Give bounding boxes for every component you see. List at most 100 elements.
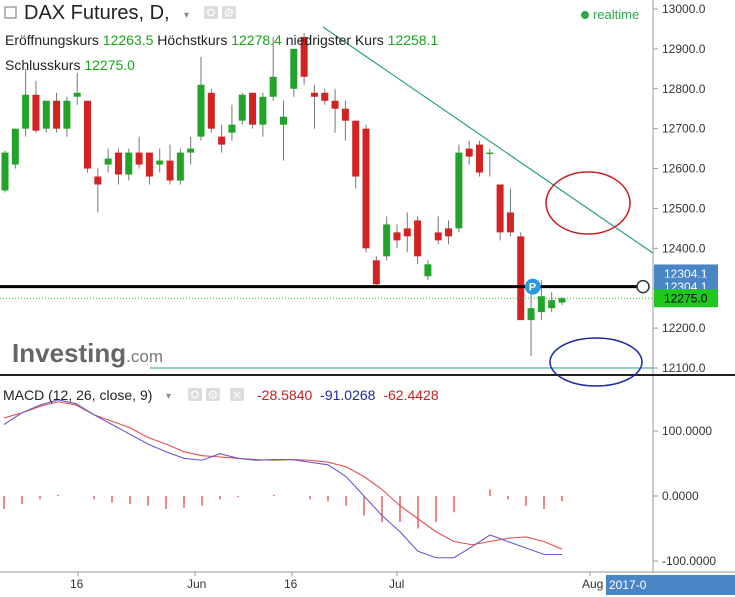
candle-up[interactable] <box>537 296 545 313</box>
price-badge-label: 12304.1 <box>664 267 708 281</box>
candle-down[interactable] <box>114 152 122 175</box>
candle-down[interactable] <box>403 228 411 237</box>
candle-up[interactable] <box>548 300 556 309</box>
pivot-marker-label: P <box>529 282 536 294</box>
candle-up[interactable] <box>558 298 566 303</box>
logo: Investing.com <box>12 338 163 368</box>
pivot-marker[interactable] <box>524 278 541 295</box>
candle-up[interactable] <box>104 158 112 165</box>
price-tick-label: 12700.0 <box>662 122 706 136</box>
candle-up[interactable] <box>11 128 19 165</box>
candle-up[interactable] <box>259 96 267 125</box>
candle-up[interactable] <box>156 160 164 165</box>
candle-up[interactable] <box>125 152 133 175</box>
open-value: 12263.5 <box>102 32 154 48</box>
candle-down[interactable] <box>352 120 360 177</box>
candle-up[interactable] <box>197 84 205 137</box>
candle-down[interactable] <box>145 152 153 177</box>
close-value: 12275.0 <box>84 57 135 73</box>
candle-up[interactable] <box>424 264 432 277</box>
current-date-badge <box>606 575 735 595</box>
ohlc-row-2: Schlusskurs 12275.0 <box>5 57 135 73</box>
candle-down[interactable] <box>249 92 257 125</box>
candle-up[interactable] <box>176 152 184 181</box>
candle-down[interactable] <box>496 184 504 233</box>
blue-circle-annotation[interactable] <box>549 337 643 387</box>
candle-down[interactable] <box>372 260 380 285</box>
candle-down[interactable] <box>445 228 453 237</box>
hist-value: -62.4428 <box>383 387 439 403</box>
macd-close-icon[interactable] <box>230 388 244 401</box>
candle-up[interactable] <box>228 124 236 133</box>
candle-up[interactable] <box>527 308 535 321</box>
price-badge-label: 12275.0 <box>664 292 708 306</box>
macd-line[interactable] <box>3 399 562 559</box>
dropdown-arrow-icon[interactable]: ▾ <box>184 10 189 21</box>
macd-name: MACD (12, 26, close, 9) <box>3 387 153 403</box>
candle-down[interactable] <box>362 128 370 249</box>
chart-title: DAX Futures, D, <box>24 2 170 24</box>
candle-down[interactable] <box>341 108 349 121</box>
candle-down[interactable] <box>310 92 318 97</box>
high-value: 12278.4 <box>231 32 282 48</box>
high-label: Höchstkurs <box>157 32 228 48</box>
candle-down[interactable] <box>53 100 61 129</box>
candle-up[interactable] <box>1 152 9 191</box>
candle-down[interactable] <box>393 232 401 241</box>
current-date-label: 2017-0 <box>609 578 647 592</box>
macd-dropdown-arrow-icon[interactable]: ▾ <box>166 391 171 402</box>
macd-values: -28.5840 -91.0268 -62.4428 <box>257 387 439 403</box>
candle-down[interactable] <box>135 152 143 165</box>
macd-settings-icon[interactable] <box>206 388 220 401</box>
macd-panel[interactable] <box>0 378 653 572</box>
candle-up[interactable] <box>486 152 494 155</box>
macd-settings-gear-glyph: ⚙ <box>208 388 219 402</box>
candle-down[interactable] <box>84 100 92 169</box>
candle-down[interactable] <box>218 136 226 145</box>
line-handle-icon[interactable] <box>636 279 650 294</box>
hide-toggle-icon[interactable] <box>4 6 17 19</box>
time-tick-label: 16 <box>284 577 298 591</box>
candle-up[interactable] <box>63 100 71 129</box>
logo-suffix: .com <box>126 347 163 366</box>
candle-up[interactable] <box>42 100 50 129</box>
candle-up[interactable] <box>290 48 298 89</box>
candle-down[interactable] <box>475 144 483 173</box>
low-value: 12258.1 <box>387 32 439 48</box>
close-label: Schlusskurs <box>5 57 81 73</box>
candle-down[interactable] <box>506 212 514 233</box>
candle-down[interactable] <box>414 220 422 257</box>
candle-down[interactable] <box>32 94 40 131</box>
candle-down[interactable] <box>321 92 329 101</box>
red-circle-annotation[interactable] <box>545 171 631 235</box>
price-tick-label: 12800.0 <box>662 82 706 96</box>
candle-up[interactable] <box>455 152 463 229</box>
candle-down[interactable] <box>300 36 308 77</box>
candle-down[interactable] <box>207 92 215 129</box>
candle-down[interactable] <box>331 100 339 109</box>
candle-up[interactable] <box>238 94 246 121</box>
trendline[interactable] <box>322 26 654 254</box>
macd-tick-label: 100.0000 <box>662 424 712 438</box>
settings-icon[interactable] <box>222 6 236 19</box>
candle-down[interactable] <box>166 160 174 181</box>
candle-down[interactable] <box>434 232 442 241</box>
candle-down[interactable] <box>94 176 102 185</box>
macd-visibility-icon[interactable] <box>188 388 202 401</box>
candle-up[interactable] <box>383 224 391 257</box>
candle-up[interactable] <box>269 76 277 97</box>
candle-down[interactable] <box>465 148 473 157</box>
price-tick-label: 12200.0 <box>662 321 706 335</box>
candle-up[interactable] <box>73 92 81 97</box>
realtime-dot-icon <box>581 11 589 19</box>
candle-up[interactable] <box>280 116 287 125</box>
price-badge <box>654 289 718 308</box>
candle-up[interactable] <box>187 148 195 153</box>
candle-up[interactable] <box>22 94 30 129</box>
macd-close-glyph: ✕ <box>232 389 242 403</box>
candle-down[interactable] <box>517 236 525 321</box>
price-tick-label: 12100.0 <box>662 361 706 375</box>
price-tick-label: 12400.0 <box>662 241 706 255</box>
visibility-icon[interactable] <box>204 6 218 19</box>
